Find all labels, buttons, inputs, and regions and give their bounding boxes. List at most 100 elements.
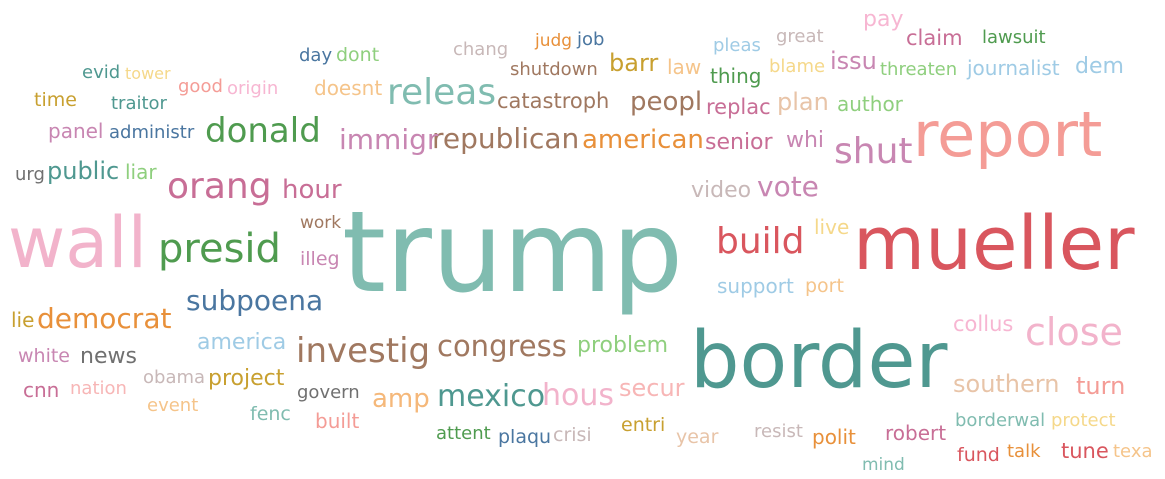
word-tune: tune [1061,439,1109,463]
word-tower: tower [125,64,171,83]
word-crisi: crisi [553,424,592,446]
word-hous: hous [542,378,615,413]
word-texa: texa [1113,441,1153,462]
word-shut: shut [834,131,913,172]
word-mueller: mueller [853,201,1135,287]
word-border: border [690,316,948,406]
word-robert: robert [885,421,947,445]
word-catastroph: catastroph [497,89,610,113]
word-entri: entri [621,414,666,436]
word-plaqu: plaqu [498,426,552,448]
word-issu: issu [830,47,877,75]
word-american: american [582,125,704,155]
word-illeg: illeg [300,248,340,270]
word-author: author [837,92,903,116]
word-barr: barr [609,49,659,77]
word-orang: orang [167,166,272,207]
word-immigr: immigr [339,123,439,156]
word-subpoena: subpoena [186,284,324,317]
word-borderwal: borderwal [955,410,1046,431]
word-law: law [667,55,702,79]
word-obama: obama [143,367,206,388]
word-wall: wall [8,202,148,284]
word-panel: panel [48,119,104,143]
word-day: day [299,45,333,66]
word-video: video [691,178,752,203]
word-lie: lie [11,308,35,332]
word-administr: administr [109,122,195,143]
word-presid: presid [158,226,281,272]
word-shutdown: shutdown [510,59,598,80]
word-good: good [178,76,223,97]
word-fenc: fenc [250,403,291,425]
word-releas: releas [387,72,497,113]
word-build: build [716,221,805,262]
word-origin: origin [227,78,279,99]
word-peopl: peopl [630,87,703,117]
word-lawsuit: lawsuit [982,27,1046,48]
word-fund: fund [957,444,1000,466]
word-cnn: cnn [23,378,60,402]
word-dem: dem [1075,54,1124,79]
word-great: great [776,26,824,47]
word-investig: investig [296,331,431,371]
word-nation: nation [70,378,127,399]
word-pleas: pleas [713,35,761,56]
word-port: port [805,275,844,297]
word-event: event [147,395,199,416]
word-republican: republican [432,122,580,155]
word-white: white [18,345,70,367]
word-mexico: mexico [437,379,546,414]
word-problem: problem [577,333,669,358]
word-job: job [577,29,605,50]
word-senior: senior [705,130,773,155]
word-amp: amp [372,384,430,414]
word-evid: evid [82,62,121,83]
word-dont: dont [336,44,380,66]
word-time: time [34,89,77,111]
word-attent: attent [436,423,491,444]
word-hour: hour [282,175,342,205]
word-thing: thing [710,64,762,88]
word-whi: whi [786,128,825,153]
word-pay: pay [863,7,904,32]
word-govern: govern [297,382,360,403]
word-talk: talk [1007,441,1041,462]
word-news: news [80,344,137,369]
word-journalist: journalist [967,56,1060,80]
word-resist: resist [754,421,803,442]
word-democrat: democrat [37,302,172,335]
word-congress: congress [437,329,567,363]
word-urg: urg [15,164,45,185]
word-america: america [197,330,287,355]
word-traitor: traitor [111,93,167,114]
word-work: work [300,213,342,233]
word-polit: polit [812,425,856,449]
word-report: report [913,98,1103,171]
word-project: project [208,366,285,391]
word-secur: secur [619,374,685,402]
word-claim: claim [906,26,963,50]
word-close: close [1025,310,1123,354]
word-vote: vote [757,170,819,203]
word-threaten: threaten [880,59,958,80]
word-doesnt: doesnt [314,76,383,100]
word-southern: southern [953,370,1060,398]
word-collus: collus [953,312,1014,336]
word-public: public [47,157,120,185]
word-plan: plan [777,88,829,116]
word-support: support [717,274,794,298]
word-blame: blame [769,56,826,77]
word-chang: chang [453,39,509,60]
word-judg: judg [535,31,573,51]
word-trump: trump [342,188,684,318]
word-replac: replac [706,95,771,119]
word-turn: turn [1076,372,1126,400]
word-built: built [315,409,360,433]
word-liar: liar [125,160,157,184]
word-year: year [676,426,719,448]
word-live: live [814,215,850,239]
word-mind: mind [862,455,905,475]
word-donald: donald [205,111,321,151]
